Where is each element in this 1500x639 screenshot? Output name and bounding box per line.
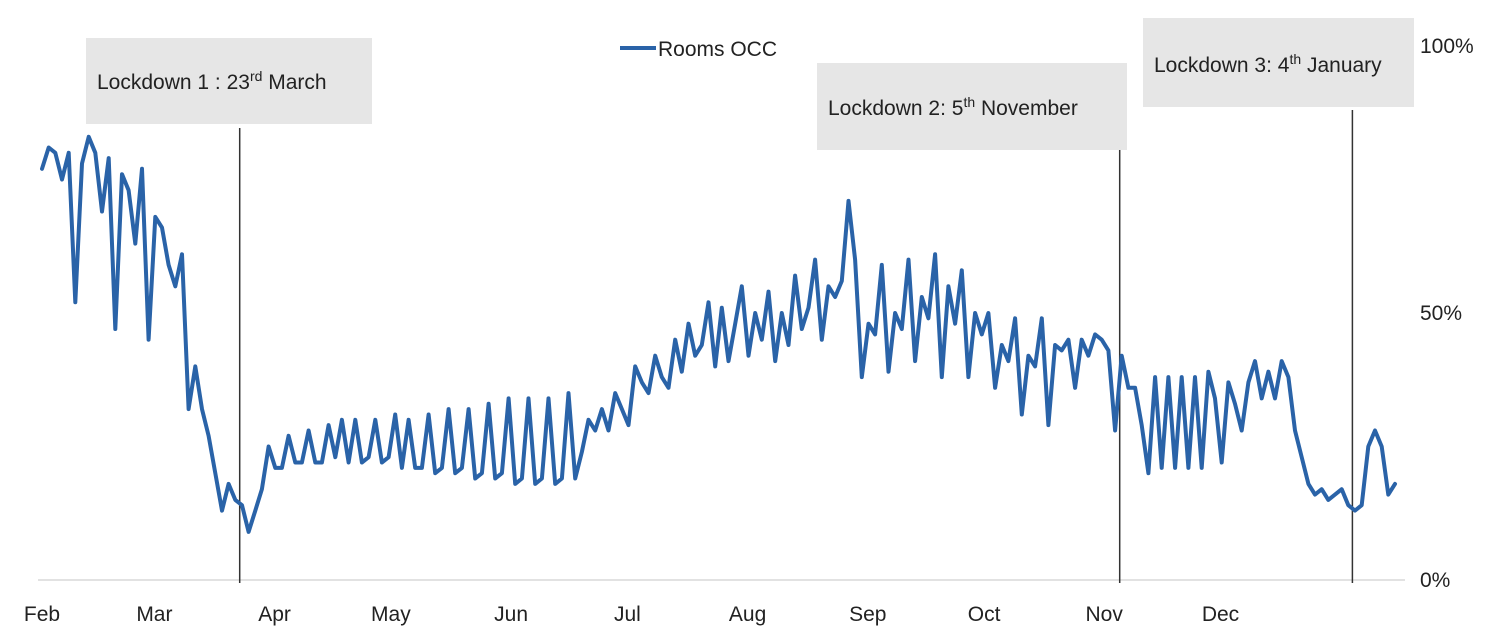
y-axis-ticks: 0% 50% 100% — [1420, 35, 1474, 592]
lockdown-2-label: Lockdown 2: 5th November — [828, 94, 1078, 120]
x-tick-label-aug: Aug — [729, 603, 766, 626]
x-tick-label-mar: Mar — [136, 603, 172, 626]
legend: Rooms OCC — [620, 38, 777, 61]
x-axis-ticks: Feb Mar Apr May Jun Jul Aug Sep Oct Nov Dec — [24, 603, 1239, 626]
y-tick-label-100pct: 100% — [1420, 35, 1474, 58]
lockdown-3-label-box — [1143, 18, 1414, 107]
y-tick-label-50pct: 50% — [1420, 302, 1462, 325]
x-tick-label-may: May — [371, 603, 411, 626]
x-tick-label-nov: Nov — [1086, 603, 1124, 626]
lockdown-1-label: Lockdown 1 : 23rd March — [97, 68, 327, 94]
x-tick-label-feb: Feb — [24, 603, 60, 626]
x-tick-label-apr: Apr — [258, 603, 291, 626]
y-tick-label-0pct: 0% — [1420, 569, 1450, 592]
legend-label: Rooms OCC — [658, 38, 777, 61]
x-tick-label-jun: Jun — [494, 603, 528, 626]
x-tick-label-dec: Dec — [1202, 603, 1239, 626]
lockdown-1-label-box — [86, 38, 372, 124]
series-line-rooms-occ — [40, 134, 1397, 534]
lockdown-2-label-box — [817, 63, 1127, 150]
x-tick-label-jul: Jul — [614, 603, 641, 626]
x-tick-label-sep: Sep — [849, 603, 886, 626]
lockdown-3-label: Lockdown 3: 4th January — [1154, 51, 1382, 77]
x-tick-label-oct: Oct — [968, 603, 1001, 626]
lockdown-annotations: Lockdown 1 : 23rd March Lockdown 2: 5th N… — [86, 18, 1414, 583]
